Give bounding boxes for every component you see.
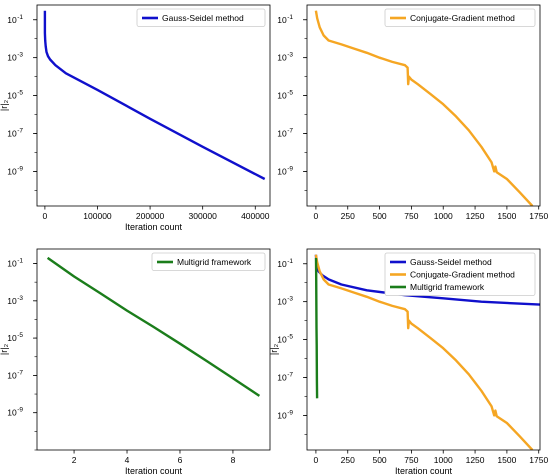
chart-panel-4: 0 250 500 750 1000 1250 1500 1750 10-1 10-3 10-5 10… [269, 248, 548, 475]
legend-box [384, 8, 536, 27]
x-tick-label: 1000 [434, 455, 453, 465]
y-tick-label: 10-7 [7, 369, 23, 380]
x-tick-label: 1750 [529, 455, 548, 465]
y-tick-label: 10-1 [7, 258, 23, 269]
series-line-conjugate-gradient-method [314, 254, 534, 450]
y-tick-label: 10-5 [7, 332, 23, 343]
x-axis-label: Iteration count [395, 466, 453, 475]
x-tick-label: 1750 [529, 211, 548, 221]
legend-label: Conjugate-Gradient method [410, 270, 515, 280]
x-tick-label: 750 [404, 211, 418, 221]
y-tick-label: 10-5 [277, 90, 293, 101]
x-tick-label: 300000 [188, 211, 217, 221]
legend-box [151, 252, 266, 271]
x-tick-label: 200000 [136, 211, 165, 221]
chart-panel-1: 0 100000 200000 300000 400000 10-1 10-3 10-5 10-… [0, 4, 271, 232]
series-line-multigrid-framework [46, 256, 261, 397]
series-line-conjugate-gradient-method [314, 10, 534, 206]
x-tick-label: 4 [125, 455, 130, 465]
series-line-gauss-seidel-method [43, 10, 266, 181]
y-tick-label: 10-7 [277, 372, 293, 383]
legend-label: Multigrid framework [410, 282, 485, 292]
y-axis-label: |r|₂ [0, 343, 9, 355]
chart-panel-3: 2 4 6 8 10-1 10-3 10-5 10-7 10-9 Iteration count |… [0, 248, 271, 475]
chart-panel-2: 0 250 500 750 1000 1250 1500 1750 10-1 10-3 10-5 10… [277, 4, 548, 221]
x-tick-label: 1500 [497, 211, 516, 221]
y-tick-label: 10-9 [7, 407, 23, 418]
x-tick-label: 0 [43, 211, 48, 221]
x-tick-label: 1000 [434, 211, 453, 221]
legend-label: Conjugate-Gradient method [410, 13, 515, 23]
x-tick-label: 8 [231, 455, 236, 465]
y-tick-label: 10-9 [277, 165, 293, 176]
legend-label: Gauss-Seidel method [162, 13, 244, 23]
x-tick-label: 6 [178, 455, 183, 465]
y-tick-label: 10-9 [277, 409, 293, 420]
legend: Gauss-Seidel method [136, 8, 266, 27]
x-tick-label: 2 [72, 455, 77, 465]
x-tick-label: 250 [341, 211, 355, 221]
y-tick-label: 10-5 [7, 90, 23, 101]
axes-frame [36, 248, 271, 451]
x-tick-label: 400000 [241, 211, 270, 221]
legend: Conjugate-Gradient method [384, 8, 536, 27]
y-tick-label: 10-1 [277, 14, 293, 25]
x-axis-label: Iteration count [125, 466, 183, 475]
x-tick-label: 1250 [466, 211, 485, 221]
x-tick-label: 0 [314, 455, 319, 465]
x-axis-label: Iteration count [125, 222, 183, 232]
x-tick-label: 100000 [83, 211, 112, 221]
axes-frame [306, 4, 541, 207]
axes-frame [36, 4, 271, 207]
y-tick-label: 10-3 [277, 296, 293, 307]
y-tick-label: 10-3 [7, 295, 23, 306]
legend: Multigrid framework [151, 252, 266, 271]
legend-label: Multigrid framework [177, 257, 252, 267]
y-axis-label: |r|₂ [269, 343, 279, 355]
y-tick-label: 10-3 [7, 52, 23, 63]
axes-frame [306, 248, 541, 451]
series-line-multigrid-framework [314, 257, 319, 399]
legend-box [384, 252, 536, 296]
legend: Gauss-Seidel method Conjugate-Gradient me… [384, 252, 536, 296]
y-axis-label: |r|₂ [0, 99, 9, 111]
x-tick-label: 750 [404, 455, 418, 465]
x-tick-label: 0 [314, 211, 319, 221]
y-tick-label: 10-3 [277, 52, 293, 63]
x-tick-label: 500 [372, 211, 386, 221]
x-tick-label: 250 [341, 455, 355, 465]
y-tick-label: 10-1 [277, 258, 293, 269]
y-tick-label: 10-1 [7, 14, 23, 25]
y-tick-label: 10-7 [7, 128, 23, 139]
y-tick-label: 10-9 [7, 165, 23, 176]
x-tick-label: 1250 [466, 455, 485, 465]
legend-label: Gauss-Seidel method [410, 257, 492, 267]
legend-box [136, 8, 266, 27]
y-tick-label: 10-7 [277, 128, 293, 139]
y-tick-label: 10-5 [277, 334, 293, 345]
x-tick-label: 1500 [497, 455, 516, 465]
x-tick-label: 500 [372, 455, 386, 465]
